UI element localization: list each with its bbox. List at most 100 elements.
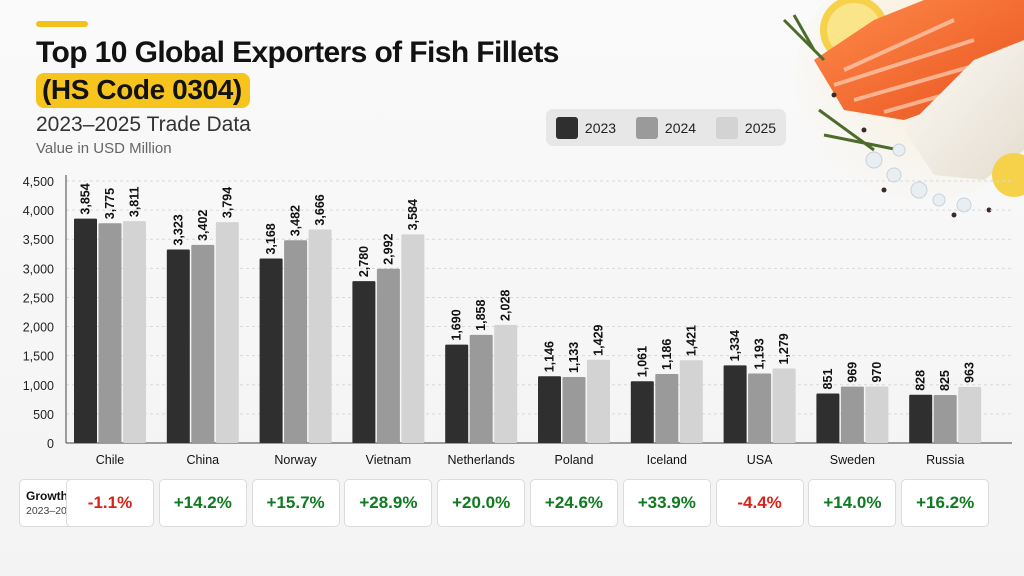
legend-label-2024: 2024 (664, 119, 697, 136)
legend-swatch-2024 (635, 116, 658, 139)
bar-2023 (166, 249, 190, 443)
bar-2023 (352, 281, 376, 443)
growth-label: Growth (26, 489, 68, 503)
data-label: 969 (845, 362, 859, 383)
bar-2024 (562, 377, 586, 443)
x-category-label: Chile (96, 453, 125, 467)
bar-2023 (816, 393, 840, 443)
data-label: 3,794 (220, 187, 234, 218)
x-category-label: Russia (926, 453, 964, 467)
data-label: 851 (821, 369, 835, 390)
bar-2025 (958, 386, 982, 443)
y-tick-label: 3,500 (23, 233, 54, 247)
data-label: 1,061 (635, 346, 649, 377)
bar-2023 (909, 394, 933, 443)
page-title: Top 10 Global Exporters of Fish Fillets (36, 36, 559, 69)
x-category-label: Netherlands (447, 453, 514, 467)
legend-swatch-2025 (715, 116, 738, 139)
growth-value-china: +14.2% (158, 479, 247, 527)
data-label: 1,429 (592, 324, 606, 355)
y-tick-label: 500 (33, 408, 54, 422)
growth-value-poland: +24.6% (530, 479, 618, 527)
bar-2023 (259, 258, 283, 443)
x-category-label: Poland (555, 453, 594, 467)
bar-2023 (445, 344, 469, 443)
data-label: 1,146 (543, 341, 557, 372)
x-category-label: Sweden (830, 453, 875, 467)
bar-2024 (469, 334, 493, 443)
bar-2024 (840, 386, 864, 443)
bar-2024 (376, 268, 400, 443)
bar-2025 (123, 221, 146, 443)
x-category-label: Vietnam (366, 453, 412, 467)
bar-2025 (494, 324, 518, 443)
bar-2025 (679, 360, 703, 443)
data-period: 2023–2025 Trade Data (36, 113, 251, 136)
data-label: 970 (870, 362, 884, 383)
page-subtitle: (HS Code 0304) (36, 73, 250, 108)
data-label: 3,854 (79, 183, 93, 214)
data-label: 3,584 (406, 199, 420, 230)
data-label: 3,323 (171, 214, 185, 245)
bar-2023 (723, 365, 747, 443)
data-label: 1,421 (684, 325, 698, 356)
data-label: 3,666 (313, 194, 327, 225)
bar-2025 (865, 386, 889, 443)
data-label: 3,811 (128, 186, 142, 217)
bar-2025 (308, 229, 332, 443)
bar-2024 (933, 394, 957, 443)
x-category-label: Norway (274, 453, 317, 467)
data-label: 1,279 (777, 333, 791, 364)
y-tick-label: 3,000 (23, 262, 54, 276)
data-label: 3,482 (289, 205, 303, 236)
y-tick-label: 4,000 (23, 204, 54, 218)
data-label: 1,186 (660, 339, 674, 370)
y-tick-label: 1,500 (23, 350, 54, 364)
bar-2023 (630, 381, 654, 443)
data-label: 828 (914, 370, 928, 391)
growth-value-iceland: +33.9% (622, 479, 711, 527)
data-label: 2,992 (381, 233, 395, 264)
growth-value-usa: -4.4% (715, 479, 804, 527)
data-label: 3,775 (103, 188, 117, 219)
bar-2024 (284, 240, 308, 443)
data-label: 1,193 (753, 338, 767, 369)
data-label: 825 (938, 370, 952, 391)
data-label: 1,858 (474, 299, 488, 330)
bar-2024 (191, 244, 215, 443)
data-label: 1,690 (450, 309, 464, 340)
growth-value-russia: +16.2% (901, 479, 990, 527)
y-tick-label: 1,000 (23, 379, 54, 393)
y-tick-label: 2,000 (23, 321, 54, 335)
legend-item-2025: 2025 (715, 116, 776, 139)
data-label: 1,133 (567, 342, 581, 373)
bar-2023 (74, 218, 97, 443)
bar-2024 (98, 223, 122, 443)
fish-fillet-illustration (782, 0, 1024, 218)
growth-period: 2023–2025 (26, 505, 79, 517)
x-category-label: Iceland (647, 453, 687, 467)
growth-value-chile: -1.1% (66, 479, 154, 527)
y-tick-label: 4,500 (23, 175, 54, 189)
data-label: 963 (963, 362, 977, 383)
legend-item-2023: 2023 (555, 116, 617, 139)
growth-value-norway: +15.7% (251, 479, 340, 527)
growth-value-sweden: +14.0% (808, 479, 897, 527)
chart-legend: 2023 2024 2025 (546, 109, 786, 146)
legend-item-2024: 2024 (635, 116, 697, 139)
bar-2025 (772, 368, 796, 443)
bar-2024 (748, 373, 772, 443)
unit-label: Value in USD Million (36, 140, 172, 157)
x-category-label: USA (747, 453, 773, 467)
data-label: 1,334 (728, 330, 742, 361)
growth-row: Growth 2023–2025 -1.1% +14.2% +15.7% +28.9%… (19, 479, 1005, 527)
legend-label-2023: 2023 (584, 119, 617, 136)
data-label: 3,402 (196, 210, 210, 241)
data-label: 2,780 (357, 246, 371, 277)
subtitle-highlight: (HS Code 0304) (36, 73, 250, 108)
x-category-label: China (186, 453, 219, 467)
bar-2023 (538, 376, 561, 443)
bar-2025 (401, 234, 425, 443)
